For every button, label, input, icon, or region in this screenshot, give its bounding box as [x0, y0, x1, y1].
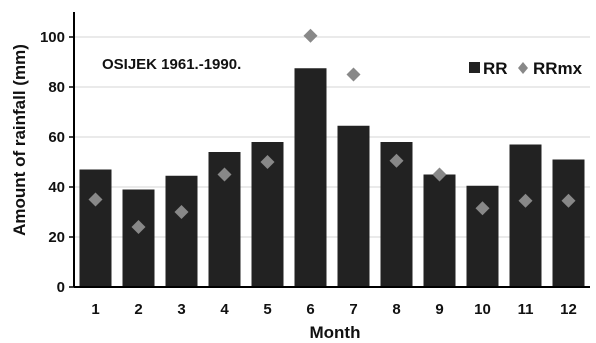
- legend-label-rr: RR: [483, 59, 508, 78]
- marker-rrmx-11: [518, 193, 533, 208]
- x-tick-label: 3: [177, 301, 185, 318]
- bar-rr-6: [294, 68, 327, 287]
- x-tick-label: 12: [560, 301, 577, 318]
- x-tick-label: 10: [474, 301, 491, 318]
- marker-rrmx-2: [131, 220, 146, 234]
- marker-rrmx-5: [260, 155, 275, 169]
- x-tick-label: 9: [435, 301, 443, 318]
- y-tick-label: 80: [48, 79, 65, 96]
- bar-rr-10: [466, 185, 499, 287]
- bar-series-rr: [79, 68, 585, 287]
- marker-rrmx-12: [561, 193, 576, 208]
- x-tick-label: 6: [306, 301, 314, 318]
- y-tick-label: 60: [48, 129, 65, 146]
- legend-label-rrmx: RRmx: [533, 59, 583, 78]
- marker-rrmx-3: [174, 205, 189, 219]
- x-axis-title: Month: [310, 323, 361, 342]
- marker-rrmx-10: [475, 201, 490, 216]
- legend-swatch-rr: [469, 62, 480, 73]
- bar-rr-7: [337, 125, 370, 287]
- x-tick-label: 5: [263, 301, 271, 318]
- y-axis-title: Amount of rainfall (mm): [10, 44, 29, 236]
- y-tick-label: 40: [48, 179, 65, 196]
- x-tick-label: 2: [134, 301, 142, 318]
- y-tick-label: 100: [40, 29, 65, 46]
- marker-rrmx-4: [217, 167, 232, 182]
- marker-rrmx-8: [389, 153, 404, 168]
- legend: RR RRmx: [469, 59, 583, 78]
- bar-rr-9: [423, 174, 456, 287]
- x-tick-label: 1: [91, 301, 99, 318]
- marker-rrmx-7: [346, 67, 361, 82]
- x-tick-label: 11: [518, 301, 534, 318]
- legend-swatch-rrmx: [518, 62, 528, 74]
- bar-rr-11: [509, 144, 542, 287]
- marker-rrmx-9: [432, 167, 447, 182]
- bar-rr-1: [79, 169, 112, 287]
- marker-rrmx-1: [88, 192, 103, 207]
- x-tick-label: 4: [220, 301, 229, 318]
- bar-rr-2: [122, 189, 155, 287]
- x-tick-label: 8: [392, 301, 400, 318]
- gridlines: [74, 36, 590, 238]
- x-tick-labels: 1 2 3 4 5 6 7 8 9 10 11 12: [91, 301, 577, 318]
- x-tick-label: 7: [349, 301, 357, 318]
- marker-rrmx-6: [303, 28, 318, 43]
- marker-series-rrmx: [88, 28, 576, 234]
- y-tick-labels: 0 20 40 60 80 100: [40, 29, 65, 296]
- y-tick-label: 0: [57, 279, 65, 296]
- bar-rr-12: [552, 159, 585, 287]
- chart-title: OSIJEK 1961.-1990.: [102, 56, 241, 73]
- axes: [69, 12, 590, 288]
- y-tick-label: 20: [48, 229, 65, 246]
- bar-rr-3: [165, 175, 198, 287]
